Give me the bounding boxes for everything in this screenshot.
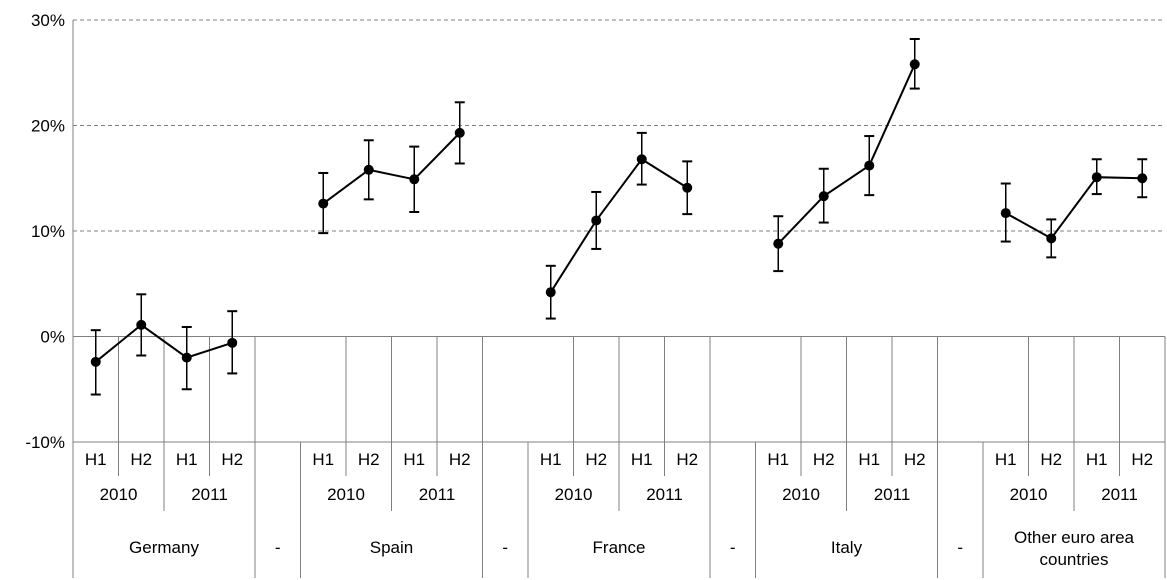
half-label: H1 <box>1086 450 1108 469</box>
half-label: H1 <box>403 450 425 469</box>
half-label: H1 <box>858 450 880 469</box>
separator-label: - <box>730 538 736 557</box>
y-tick-label: 30% <box>31 11 65 30</box>
half-label: H1 <box>540 450 562 469</box>
half-label: H1 <box>85 450 107 469</box>
separator-label: - <box>957 538 963 557</box>
year-label: 2010 <box>327 485 365 504</box>
separator-label: - <box>502 538 508 557</box>
half-label: H2 <box>1040 450 1062 469</box>
y-tick-label: 0% <box>40 328 65 347</box>
year-label: 2010 <box>555 485 593 504</box>
half-label: H1 <box>176 450 198 469</box>
data-point <box>682 182 693 193</box>
group-label: France <box>593 538 646 557</box>
year-label: 2011 <box>646 485 683 504</box>
data-point <box>363 164 374 175</box>
series-line <box>777 63 916 245</box>
group-label: Germany <box>129 538 199 557</box>
series-line <box>1005 176 1143 240</box>
half-label: H1 <box>995 450 1017 469</box>
data-point <box>909 59 920 70</box>
data-point <box>773 238 784 249</box>
half-label: H2 <box>676 450 698 469</box>
y-tick-label: 20% <box>31 117 65 136</box>
group-label: Spain <box>370 538 413 557</box>
half-label: H2 <box>221 450 243 469</box>
group-label: Italy <box>831 538 863 557</box>
half-label: H2 <box>130 450 152 469</box>
year-label: 2011 <box>874 485 911 504</box>
data-point <box>636 154 647 165</box>
series-line <box>549 157 688 293</box>
half-label: H2 <box>904 450 926 469</box>
data-point <box>545 287 556 298</box>
data-point <box>409 174 420 185</box>
data-point <box>864 160 875 171</box>
data-point <box>90 356 101 367</box>
data-point <box>181 352 192 363</box>
half-label: H2 <box>585 450 607 469</box>
half-label: H1 <box>767 450 789 469</box>
data-point <box>1000 208 1011 219</box>
data-point <box>454 127 465 138</box>
y-tick-label: -10% <box>25 433 65 452</box>
year-label: 2010 <box>1010 485 1048 504</box>
group-label: Other euro area <box>1014 528 1135 547</box>
series-line <box>322 132 461 205</box>
year-label: 2011 <box>1101 485 1138 504</box>
year-label: 2011 <box>191 485 228 504</box>
group-label: countries <box>1040 550 1109 569</box>
separator-label: - <box>275 538 281 557</box>
half-label: H2 <box>1131 450 1153 469</box>
data-point <box>1091 172 1102 183</box>
year-label: 2011 <box>419 485 456 504</box>
year-label: 2010 <box>782 485 820 504</box>
half-label: H2 <box>358 450 380 469</box>
data-point <box>136 319 147 330</box>
data-point <box>318 198 329 209</box>
y-tick-label: 10% <box>31 222 65 241</box>
year-label: 2010 <box>100 485 138 504</box>
data-point <box>818 191 829 202</box>
data-point <box>591 215 602 226</box>
half-label: H2 <box>449 450 471 469</box>
half-label: H1 <box>631 450 653 469</box>
data-point <box>227 337 238 348</box>
data-point <box>1137 173 1148 184</box>
half-label: H2 <box>813 450 835 469</box>
series-line <box>95 323 233 363</box>
half-label: H1 <box>312 450 334 469</box>
data-point <box>1046 233 1057 244</box>
